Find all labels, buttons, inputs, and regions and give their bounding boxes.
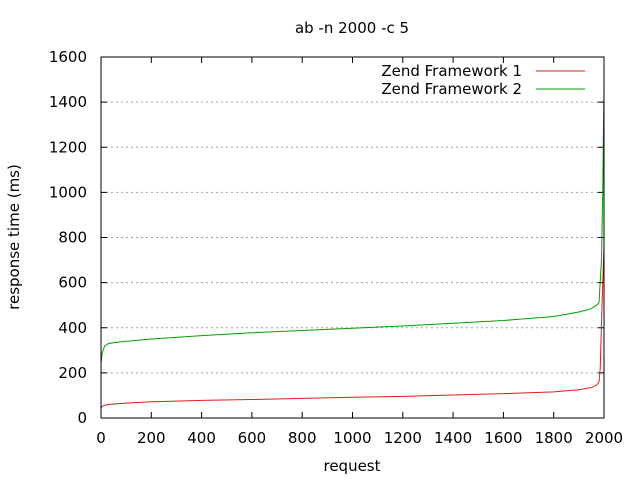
y-tick-label: 1200 (49, 138, 87, 156)
x-axis-label: request (323, 457, 380, 475)
y-tick-label: 1600 (49, 48, 87, 66)
x-tick-label: 1200 (384, 429, 422, 447)
y-tick-label: 0 (77, 409, 87, 427)
series-line-1 (100, 246, 605, 409)
x-tick-label: 600 (238, 429, 267, 447)
y-tick-label: 800 (58, 229, 87, 247)
legend-label-2: Zend Framework 2 (381, 80, 522, 98)
x-tick-label: 1600 (484, 429, 522, 447)
x-tick-label: 2000 (585, 429, 623, 447)
plot-area-border (100, 56, 605, 419)
legend-label-1: Zend Framework 1 (381, 62, 522, 80)
y-axis-label: response time (ms) (5, 164, 23, 310)
x-tick-label: 200 (137, 429, 166, 447)
x-tick-label: 400 (187, 429, 216, 447)
y-tick-label: 1400 (49, 93, 87, 111)
series-lines (100, 90, 605, 409)
series-line-2 (100, 90, 605, 364)
x-tick-label: 1800 (535, 429, 573, 447)
y-tick-label: 200 (58, 364, 87, 382)
y-tick-label: 1000 (49, 183, 87, 201)
y-tick-label: 600 (58, 274, 87, 292)
x-tick-label: 800 (288, 429, 317, 447)
axis-ticks: 0 200 400 600 800 1000 1200 1400 1600 0 200 400 600 8… (49, 48, 623, 447)
x-tick-label: 0 (96, 429, 106, 447)
chart-title: ab -n 2000 -c 5 (295, 19, 409, 37)
x-tick-label: 1400 (434, 429, 472, 447)
grid (101, 101, 604, 374)
y-tick-label: 400 (58, 319, 87, 337)
x-tick-label: 1000 (333, 429, 371, 447)
